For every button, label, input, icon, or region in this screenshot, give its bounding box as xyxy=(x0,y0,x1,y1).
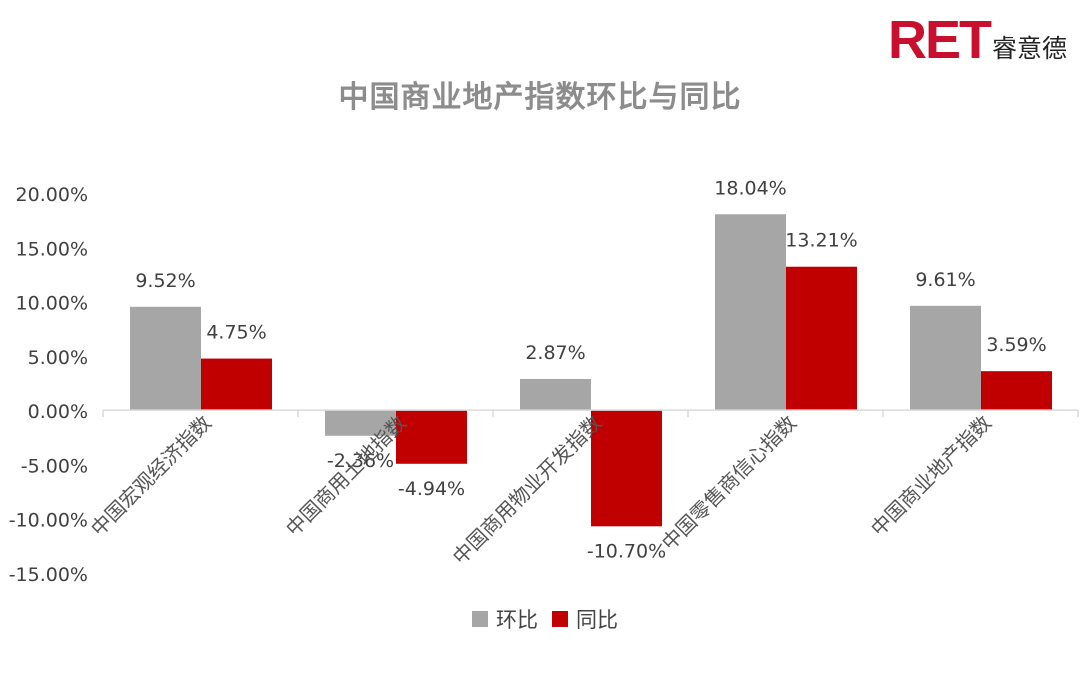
bar-series-a xyxy=(325,410,396,436)
logo-cn-text: 睿意德 xyxy=(992,34,1068,63)
bar-series-b xyxy=(786,266,857,411)
legend-label-series-a: 环比 xyxy=(496,608,538,632)
bar-series-a xyxy=(715,214,786,411)
bar-series-b xyxy=(201,358,272,411)
data-label: -10.70% xyxy=(587,540,666,562)
y-tick-label: 5.00% xyxy=(28,347,88,369)
data-label: 9.52% xyxy=(135,270,195,292)
bar-series-a xyxy=(910,305,981,411)
x-tick-label: 中国零售商信心指数 xyxy=(657,411,801,555)
data-label: 18.04% xyxy=(714,177,786,199)
y-tick-label: 10.00% xyxy=(16,293,88,315)
legend-item-series-b: 同比 xyxy=(552,604,618,634)
chart-title: 中国商业地产指数环比与同比 xyxy=(338,80,742,115)
x-tick-label: 中国宏观经济指数 xyxy=(86,411,216,541)
data-label: -2.36% xyxy=(327,450,394,472)
brand-logo: RET 睿意德 xyxy=(888,12,1068,68)
legend-swatch-series-a xyxy=(472,611,488,627)
data-label: 3.59% xyxy=(986,334,1046,356)
bar-series-b xyxy=(981,371,1052,411)
data-label: 4.75% xyxy=(206,322,266,344)
y-tick-label: 15.00% xyxy=(16,238,88,260)
bar-series-b xyxy=(396,410,467,464)
x-tick-label: 中国商业地产指数 xyxy=(866,411,996,541)
x-tick-label: 中国商用物业开发指数 xyxy=(448,411,606,569)
y-tick-label: -10.00% xyxy=(9,510,88,532)
legend-label-series-b: 同比 xyxy=(576,608,618,632)
logo-text: RET xyxy=(888,10,992,70)
bar-series-a xyxy=(130,306,201,411)
data-label: 13.21% xyxy=(785,230,857,252)
legend-item-series-a: 环比 xyxy=(472,604,538,634)
y-tick-label: 20.00% xyxy=(16,184,88,206)
bar-series-b xyxy=(591,410,662,527)
legend-swatch-series-b xyxy=(552,611,568,627)
y-tick-label: 0.00% xyxy=(28,401,88,423)
y-tick-label: -5.00% xyxy=(21,455,88,477)
data-label: 9.61% xyxy=(915,269,975,291)
bar-series-a xyxy=(520,378,591,411)
data-label: -4.94% xyxy=(398,478,465,500)
data-label: 2.87% xyxy=(525,342,585,364)
y-tick-label: -15.00% xyxy=(9,564,88,586)
